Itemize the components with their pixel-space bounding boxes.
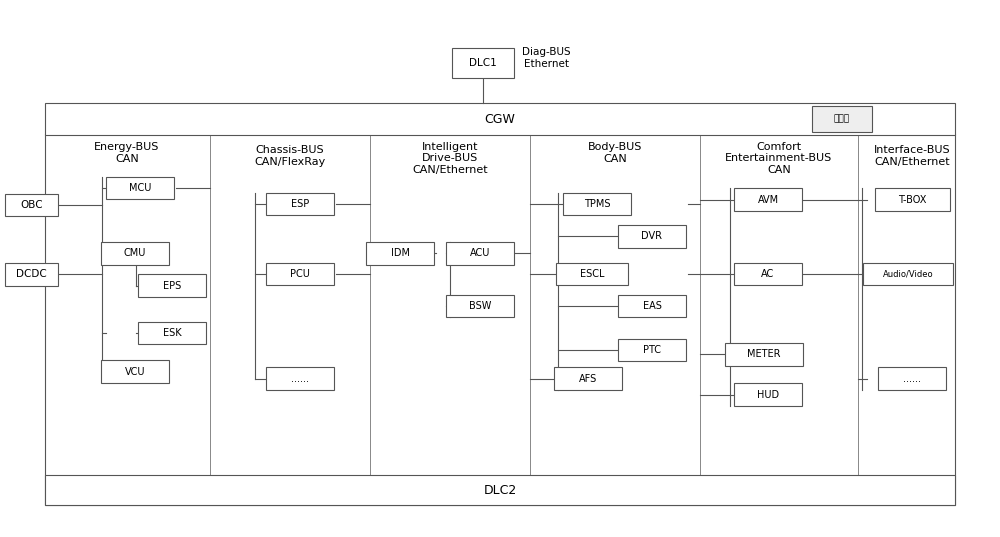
Bar (554, 367, 622, 390)
Text: EPS: EPS (163, 281, 181, 291)
Bar (45, 475, 955, 505)
Bar (734, 188, 802, 211)
Text: T-BOX: T-BOX (898, 195, 926, 205)
Text: Diag-BUS
Ethernet: Diag-BUS Ethernet (522, 47, 571, 69)
Bar (878, 367, 946, 390)
Text: METER: METER (747, 350, 781, 359)
Text: Body-BUS
CAN: Body-BUS CAN (588, 142, 642, 164)
Bar (106, 177, 174, 199)
Text: ESP: ESP (291, 199, 309, 209)
Text: AVM: AVM (757, 195, 779, 205)
Text: ACU: ACU (470, 249, 490, 258)
Text: DCDC: DCDC (16, 270, 47, 279)
Bar (734, 383, 802, 406)
Text: HUD: HUD (757, 390, 779, 400)
Bar (812, 106, 872, 132)
Bar (45, 134, 955, 505)
Bar (618, 225, 686, 248)
Bar (101, 242, 169, 265)
Bar (863, 263, 953, 285)
Text: IDM: IDM (390, 249, 410, 258)
Text: PTC: PTC (643, 345, 661, 355)
Bar (138, 274, 206, 297)
Text: Intelligent
Drive-BUS
CAN/Ethernet: Intelligent Drive-BUS CAN/Ethernet (412, 142, 488, 175)
Text: VCU: VCU (125, 367, 145, 376)
Text: CMU: CMU (124, 249, 146, 258)
Text: Audio/Video: Audio/Video (883, 270, 933, 278)
Text: PCU: PCU (290, 269, 310, 279)
Bar (725, 343, 803, 366)
Bar (366, 242, 434, 265)
Text: Chassis-BUS
CAN/FlexRay: Chassis-BUS CAN/FlexRay (254, 145, 326, 166)
Text: Energy-BUS
CAN: Energy-BUS CAN (94, 142, 160, 164)
Text: ESK: ESK (163, 328, 181, 338)
Bar (45, 103, 955, 135)
Bar (101, 360, 169, 383)
Text: AFS: AFS (579, 374, 597, 383)
Text: ESCL: ESCL (580, 269, 604, 279)
Bar (446, 295, 514, 317)
Text: Comfort
Entertainment-BUS
CAN: Comfort Entertainment-BUS CAN (725, 142, 833, 175)
Text: Interface-BUS
CAN/Ethernet: Interface-BUS CAN/Ethernet (874, 145, 950, 166)
Text: DLC2: DLC2 (483, 483, 517, 497)
Text: TPMS: TPMS (584, 199, 610, 209)
Bar (556, 263, 628, 285)
Bar (618, 295, 686, 317)
Bar (266, 263, 334, 285)
Bar (734, 263, 802, 285)
Text: 防火墙: 防火墙 (834, 115, 850, 124)
Bar (266, 367, 334, 390)
Text: AC: AC (761, 269, 775, 279)
Bar (266, 193, 334, 215)
Bar (618, 339, 686, 361)
Text: EAS: EAS (643, 301, 661, 311)
Bar (563, 193, 631, 215)
Text: ......: ...... (291, 374, 309, 383)
Text: OBC: OBC (20, 200, 43, 210)
Bar (446, 242, 514, 265)
Text: CGW: CGW (485, 113, 515, 126)
Bar (5, 194, 58, 216)
Bar (138, 322, 206, 344)
Text: DLC1: DLC1 (469, 58, 497, 68)
Text: ......: ...... (903, 374, 921, 383)
Text: MCU: MCU (129, 183, 151, 193)
Text: DVR: DVR (642, 231, 662, 241)
Text: BSW: BSW (469, 301, 491, 311)
Bar (5, 263, 58, 286)
Bar (452, 48, 514, 78)
Bar (874, 188, 950, 211)
